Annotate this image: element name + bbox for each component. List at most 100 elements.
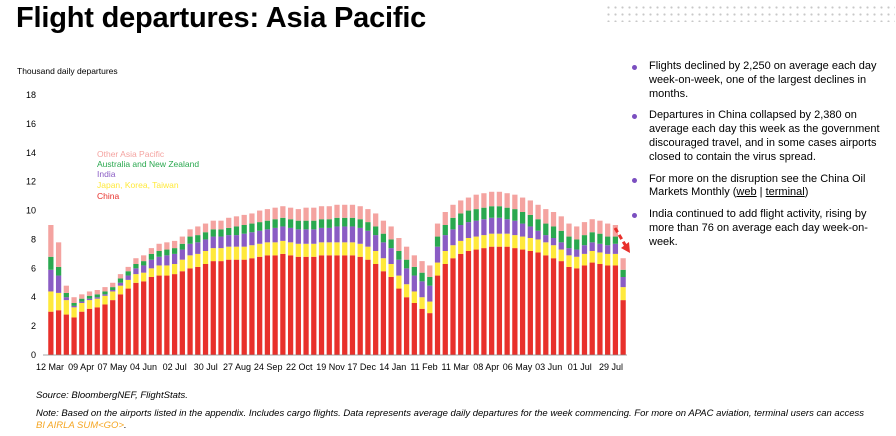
bar-segment-japan-korea-taiwan bbox=[403, 284, 410, 298]
bar-segment-other-asia-pacific bbox=[257, 210, 263, 223]
bar-segment-australia-and-new-zealand bbox=[512, 209, 518, 221]
web-link[interactable]: web bbox=[736, 186, 757, 199]
x-tick-label: 08 Apr bbox=[473, 362, 499, 372]
bar-segment-other-asia-pacific bbox=[280, 206, 286, 218]
bar-segment-japan-korea-taiwan bbox=[249, 245, 255, 259]
bar-stack bbox=[473, 194, 479, 355]
bar-segment-japan-korea-taiwan bbox=[574, 256, 580, 269]
legend-item-india: India bbox=[97, 169, 116, 179]
y-tick-label: 18 bbox=[26, 90, 36, 100]
bar-segment-japan-korea-taiwan bbox=[210, 248, 216, 262]
bar-stack bbox=[280, 206, 286, 355]
bar-segment-china bbox=[117, 294, 124, 355]
bar-stack bbox=[326, 206, 332, 355]
x-tick-label: 17 Dec bbox=[347, 362, 376, 372]
bar-segment-china bbox=[218, 261, 224, 355]
bar-segment-australia-and-new-zealand bbox=[365, 222, 371, 231]
bar-segment-australia-and-new-zealand bbox=[581, 235, 588, 246]
bar-segment-china bbox=[272, 255, 278, 355]
bar-segment-other-asia-pacific bbox=[133, 258, 139, 264]
decorative-dot-pattern bbox=[605, 4, 895, 22]
bar-segment-other-asia-pacific bbox=[535, 204, 541, 220]
bar-segment-china bbox=[411, 303, 417, 355]
bloomberg-function-link[interactable]: BI AIRLA SUM<GO> bbox=[36, 420, 124, 431]
bar-segment-other-asia-pacific bbox=[543, 209, 549, 224]
bar-segment-china bbox=[148, 277, 155, 355]
bar-segment-china bbox=[48, 311, 54, 355]
bar-segment-india bbox=[512, 220, 518, 236]
y-tick-label: 14 bbox=[26, 148, 36, 158]
bar-segment-australia-and-new-zealand bbox=[334, 217, 340, 227]
bar-segment-japan-korea-taiwan bbox=[496, 233, 503, 247]
bar-segment-india bbox=[349, 226, 356, 243]
bar-segment-china bbox=[249, 258, 255, 355]
bar-segment-australia-and-new-zealand bbox=[148, 253, 155, 260]
bar-stack bbox=[125, 266, 131, 355]
bar-segment-china bbox=[110, 300, 116, 355]
bar-segment-japan-korea-taiwan bbox=[79, 303, 85, 312]
bar-segment-australia-and-new-zealand bbox=[249, 223, 255, 233]
bar-segment-australia-and-new-zealand bbox=[427, 277, 433, 286]
bar-segment-other-asia-pacific bbox=[233, 216, 240, 227]
bar-segment-japan-korea-taiwan bbox=[164, 265, 170, 276]
bar-segment-other-asia-pacific bbox=[86, 291, 93, 296]
bar-segment-australia-and-new-zealand bbox=[102, 291, 108, 295]
bar-segment-china bbox=[179, 271, 185, 355]
bar-stack bbox=[365, 209, 371, 355]
bullet-icon bbox=[632, 213, 637, 219]
bar-stack bbox=[148, 248, 155, 355]
bar-segment-other-asia-pacific bbox=[102, 287, 108, 292]
bar-segment-australia-and-new-zealand bbox=[141, 261, 147, 266]
bar-stack bbox=[458, 200, 464, 355]
bar-segment-other-asia-pacific bbox=[63, 285, 69, 293]
bar-segment-china bbox=[55, 310, 62, 355]
bar-stack bbox=[141, 255, 147, 355]
commentary-item: Departures in China collapsed by 2,380 o… bbox=[632, 109, 882, 164]
bar-stack bbox=[202, 223, 209, 355]
bar-segment-china bbox=[597, 264, 603, 355]
bar-segment-china bbox=[473, 249, 479, 355]
bar-segment-china bbox=[566, 266, 572, 355]
bar-segment-other-asia-pacific bbox=[55, 242, 62, 267]
y-tick-label: 2 bbox=[31, 321, 36, 331]
bar-segment-australia-and-new-zealand bbox=[318, 219, 325, 228]
bar-segment-australia-and-new-zealand bbox=[496, 206, 503, 218]
bar-segment-india bbox=[86, 298, 93, 301]
bar-segment-other-asia-pacific bbox=[125, 266, 131, 272]
x-tick-label: 11 Mar bbox=[442, 362, 469, 372]
bar-stack bbox=[574, 226, 580, 355]
bar-segment-japan-korea-taiwan bbox=[141, 272, 147, 282]
bar-segment-australia-and-new-zealand bbox=[349, 217, 356, 227]
bar-segment-japan-korea-taiwan bbox=[465, 238, 472, 251]
bar-segment-japan-korea-taiwan bbox=[419, 297, 425, 309]
bar-segment-india bbox=[257, 230, 263, 244]
bar-segment-other-asia-pacific bbox=[357, 206, 363, 220]
bar-segment-other-asia-pacific bbox=[79, 294, 85, 299]
x-tick-label: 04 Jun bbox=[130, 362, 157, 372]
x-tick-label: 14 Jan bbox=[379, 362, 406, 372]
bar-stack bbox=[481, 193, 487, 355]
bar-stack bbox=[427, 265, 433, 355]
bar-segment-other-asia-pacific bbox=[334, 204, 340, 218]
bar-stack bbox=[257, 210, 263, 355]
bar-segment-japan-korea-taiwan bbox=[102, 295, 108, 305]
bar-segment-india bbox=[396, 259, 402, 276]
bar-segment-india bbox=[597, 243, 603, 253]
bar-segment-china bbox=[450, 258, 456, 355]
bar-segment-japan-korea-taiwan bbox=[334, 242, 340, 256]
bar-segment-india bbox=[365, 230, 371, 247]
bar-stack bbox=[48, 225, 54, 355]
bar-segment-australia-and-new-zealand bbox=[380, 233, 387, 243]
terminal-link[interactable]: terminal bbox=[765, 186, 805, 199]
y-tick-label: 16 bbox=[26, 119, 36, 129]
bar-segment-india bbox=[527, 226, 533, 238]
bar-stack bbox=[566, 223, 572, 355]
bar-segment-india bbox=[574, 249, 580, 257]
bar-segment-australia-and-new-zealand bbox=[357, 219, 363, 228]
bar-segment-other-asia-pacific bbox=[550, 212, 557, 227]
bar-segment-other-asia-pacific bbox=[458, 200, 464, 214]
bar-segment-china bbox=[125, 288, 131, 355]
bar-segment-india bbox=[94, 297, 100, 299]
bar-stack bbox=[388, 226, 394, 355]
bar-stack bbox=[620, 258, 626, 355]
